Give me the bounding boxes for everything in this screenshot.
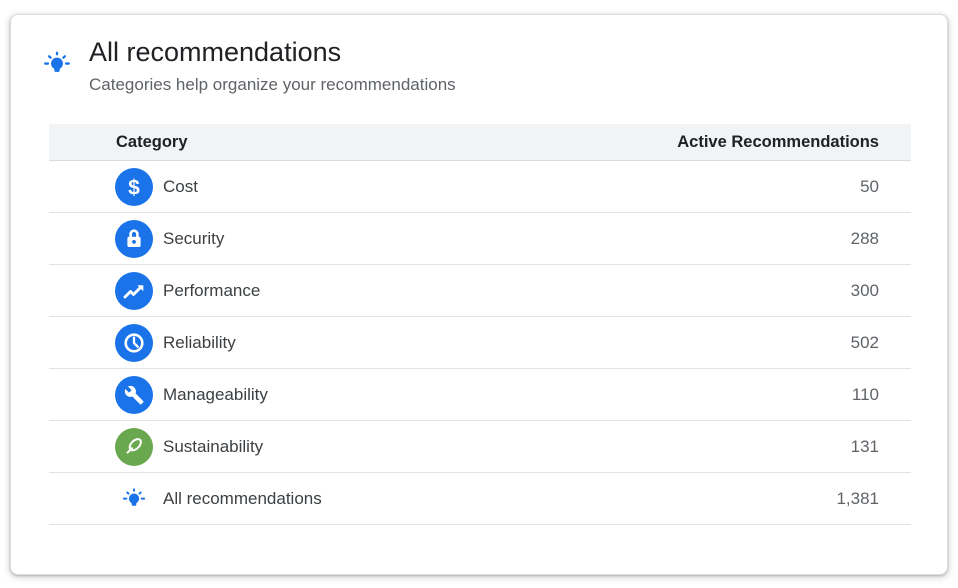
categories-table: Category Active Recommendations $ Cost 5… — [49, 124, 911, 525]
card-header: All recommendations Categories help orga… — [11, 15, 947, 96]
category-label: Sustainability — [163, 436, 264, 456]
svg-text:$: $ — [128, 176, 140, 199]
table-row-reliability[interactable]: Reliability 502 — [49, 317, 911, 369]
active-count: 288 — [850, 228, 879, 248]
trending-up-icon — [115, 271, 153, 310]
category-label: Reliability — [163, 332, 236, 352]
table-row-security[interactable]: Security 288 — [49, 213, 911, 265]
all-recommendations-card: All recommendations Categories help orga… — [10, 14, 948, 575]
category-label: Manageability — [163, 384, 268, 404]
active-count: 502 — [850, 332, 879, 352]
table-row-cost[interactable]: $ Cost 50 — [49, 161, 911, 213]
page-title: All recommendations — [89, 37, 342, 67]
active-count: 1,381 — [836, 488, 879, 508]
leaf-icon — [115, 427, 153, 466]
table-row-manageability[interactable]: Manageability 110 — [49, 369, 911, 421]
table-row-sustainability[interactable]: Sustainability 131 — [49, 421, 911, 473]
category-label: All recommendations — [163, 488, 322, 508]
table-row-performance[interactable]: Performance 300 — [49, 265, 911, 317]
lock-icon — [115, 219, 153, 258]
category-label: Performance — [163, 280, 261, 300]
category-label: Cost — [163, 176, 198, 196]
active-count: 50 — [860, 176, 879, 196]
lightbulb-icon — [44, 51, 70, 72]
table-header-row: Category Active Recommendations — [49, 124, 911, 161]
page-subtitle: Categories help organize your recommenda… — [89, 75, 456, 94]
dollar-icon: $ — [115, 167, 153, 206]
table-row-all-recommendations[interactable]: All recommendations 1,381 — [49, 473, 911, 525]
active-count: 131 — [850, 436, 879, 456]
header-text-block: All recommendations Categories help orga… — [89, 35, 456, 96]
column-header-category: Category — [116, 132, 188, 151]
column-header-active-recommendations: Active Recommendations — [677, 132, 879, 151]
clock-icon — [115, 323, 153, 362]
wrench-icon — [115, 375, 153, 414]
category-label: Security — [163, 228, 225, 248]
lightbulb-icon — [115, 480, 153, 518]
active-count: 300 — [850, 280, 879, 300]
active-count: 110 — [851, 384, 879, 404]
